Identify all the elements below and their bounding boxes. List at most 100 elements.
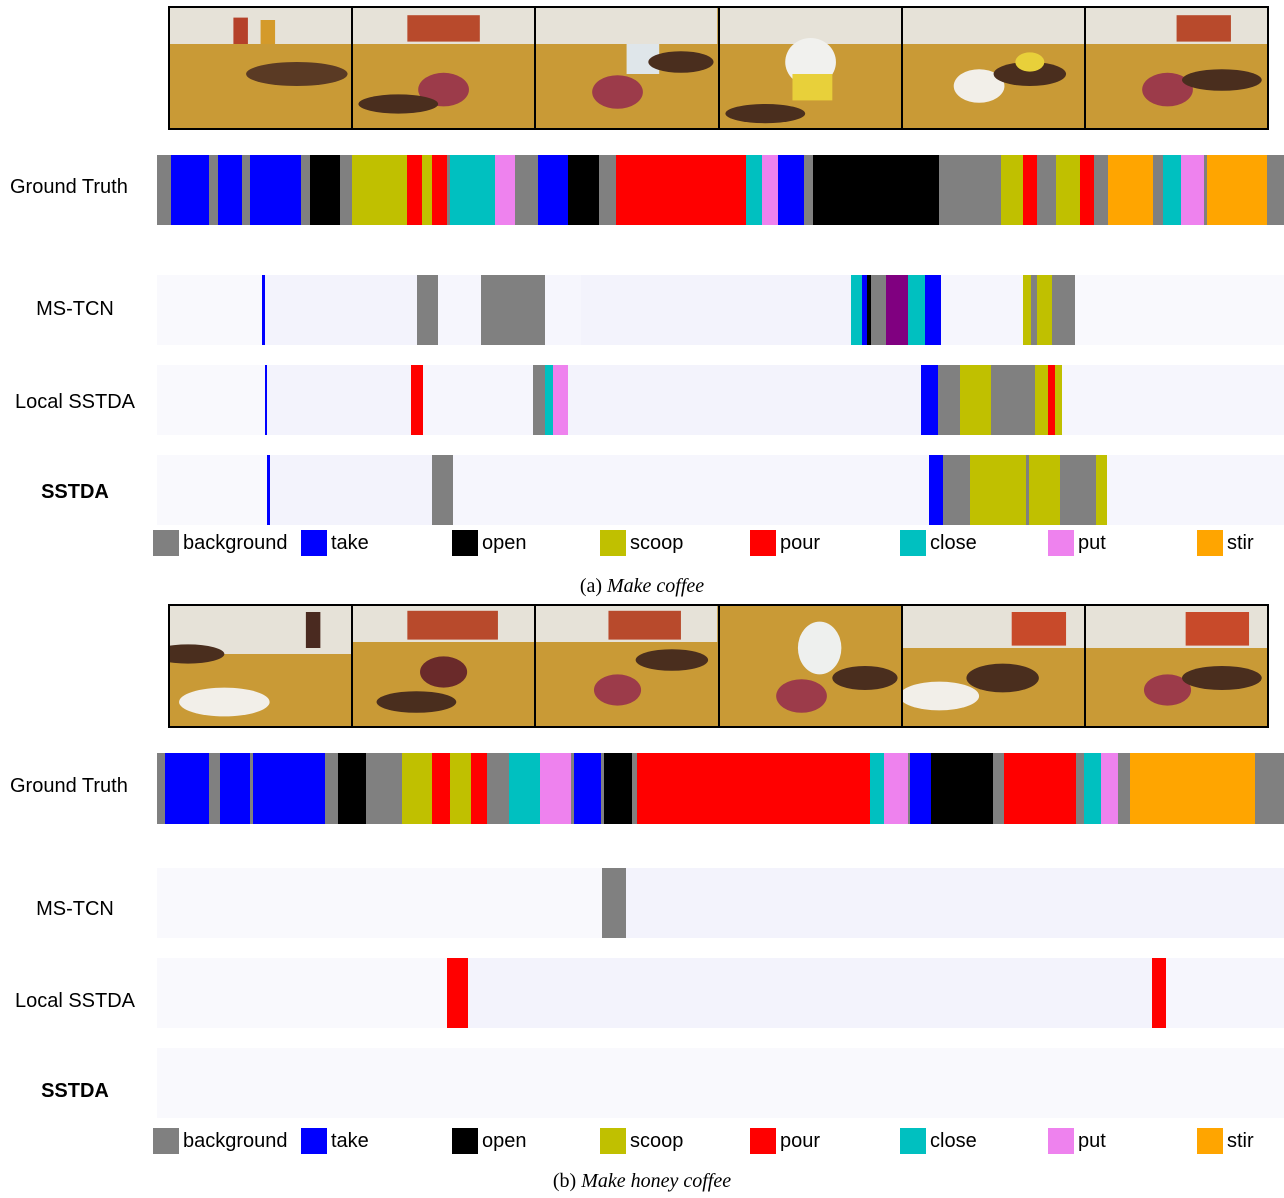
- legend-label: scoop: [630, 1129, 684, 1152]
- row-label-ground-truth: Ground Truth: [10, 775, 128, 797]
- segment-background: [602, 868, 627, 938]
- legend-swatch: [1197, 1128, 1223, 1154]
- segment-background: [157, 155, 172, 225]
- segment-take: [909, 753, 932, 824]
- segment-background: [1076, 753, 1085, 824]
- segment-close: [1083, 753, 1102, 824]
- segment-put: [553, 365, 569, 435]
- segment-open: [337, 753, 367, 824]
- segment-background: [907, 753, 911, 824]
- segment-scoop: [449, 753, 472, 824]
- segment-take: [267, 455, 271, 525]
- segment-open: [603, 753, 633, 824]
- legend-label: take: [331, 1129, 369, 1152]
- segment-pour: [637, 753, 871, 824]
- segment-stir: [1207, 155, 1268, 225]
- legend-swatch: [452, 530, 478, 556]
- segment-stir: [1130, 753, 1256, 824]
- legend-item-put: put: [1048, 530, 1106, 556]
- segment-pour: [431, 155, 448, 225]
- legend-swatch: [1197, 530, 1223, 556]
- segment-background: [264, 275, 418, 345]
- legend-label: open: [482, 531, 527, 554]
- segment-open: [310, 155, 341, 225]
- segment-open: [813, 155, 940, 225]
- video-frames-b: [168, 604, 1269, 728]
- segment-background: [1203, 155, 1208, 225]
- ms-tcn-bar-b: [157, 868, 1284, 938]
- row-label-local-sstda: Local SSTDA: [14, 391, 136, 413]
- segment-background: [1025, 455, 1030, 525]
- segment-background: [269, 455, 433, 525]
- row-label-local-sstda: Local SSTDA: [14, 990, 136, 1012]
- caption-prefix: (a): [579, 575, 608, 597]
- legend-item-open: open: [452, 1128, 527, 1154]
- segment-background: [1062, 365, 1284, 435]
- segment-background: [487, 753, 510, 824]
- segment-background: [1075, 275, 1284, 345]
- legend-swatch: [153, 530, 179, 556]
- legend-label: close: [930, 531, 977, 554]
- segment-purple: [885, 275, 909, 345]
- segment-background: [1107, 455, 1284, 525]
- legend-item-close: close: [900, 530, 977, 556]
- legend-item-put: put: [1048, 1128, 1106, 1154]
- segment-scoop: [1037, 275, 1053, 345]
- segment-close: [851, 275, 863, 345]
- video-frame: [536, 606, 720, 726]
- segment-background: [267, 365, 412, 435]
- legend-item-stir: stir: [1197, 1128, 1254, 1154]
- legend-label: stir: [1227, 1129, 1254, 1152]
- ground-truth-bar-b: [157, 753, 1284, 824]
- segment-take: [262, 275, 266, 345]
- video-frame: [170, 606, 354, 726]
- legend-b: background take open scoop pour close put stir: [0, 1128, 1284, 1154]
- segment-background: [1059, 455, 1075, 525]
- segment-background: [940, 275, 1024, 345]
- segment-take: [921, 365, 939, 435]
- segment-background: [515, 155, 539, 225]
- segment-background: [438, 275, 482, 345]
- segment-pour: [431, 753, 451, 824]
- legend-item-close: close: [900, 1128, 977, 1154]
- video-frame: [170, 8, 354, 128]
- segment-background: [157, 958, 448, 1028]
- segment-background: [208, 155, 219, 225]
- video-frame: [719, 606, 903, 726]
- row-label-sstda: SSTDA: [41, 481, 109, 503]
- segment-background: [580, 275, 852, 345]
- legend-item-take: take: [301, 1128, 369, 1154]
- segment-open: [568, 155, 600, 225]
- legend-item-background: background: [153, 530, 288, 556]
- segment-background: [939, 155, 1002, 225]
- segment-take: [220, 753, 251, 824]
- caption-title: Make coffee: [607, 575, 705, 597]
- segment-take: [925, 275, 942, 345]
- segment-take: [217, 155, 243, 225]
- segment-scoop: [1001, 155, 1024, 225]
- segment-background: [601, 753, 605, 824]
- segment-put: [494, 155, 517, 225]
- segment-put: [1100, 753, 1119, 824]
- segment-background: [208, 753, 221, 824]
- legend-label: put: [1078, 531, 1106, 554]
- segment-take: [249, 155, 302, 225]
- segment-scoop: [402, 753, 433, 824]
- video-frame: [902, 606, 1086, 726]
- legend-swatch: [900, 1128, 926, 1154]
- legend-item-pour: pour: [750, 530, 820, 556]
- local-sstda-bar-a: [157, 365, 1284, 435]
- segment-put: [540, 753, 572, 824]
- segment-pour: [1047, 365, 1056, 435]
- segment-background: [1030, 275, 1038, 345]
- segment-background: [241, 155, 251, 225]
- segment-scoop: [351, 155, 408, 225]
- segment-pour: [411, 365, 424, 435]
- segment-background: [157, 365, 266, 435]
- segment-background: [1093, 155, 1109, 225]
- segment-scoop: [1029, 455, 1061, 525]
- segment-background: [157, 868, 603, 938]
- legend-swatch: [452, 1128, 478, 1154]
- segment-stir: [1107, 155, 1154, 225]
- segment-background: [1074, 455, 1097, 525]
